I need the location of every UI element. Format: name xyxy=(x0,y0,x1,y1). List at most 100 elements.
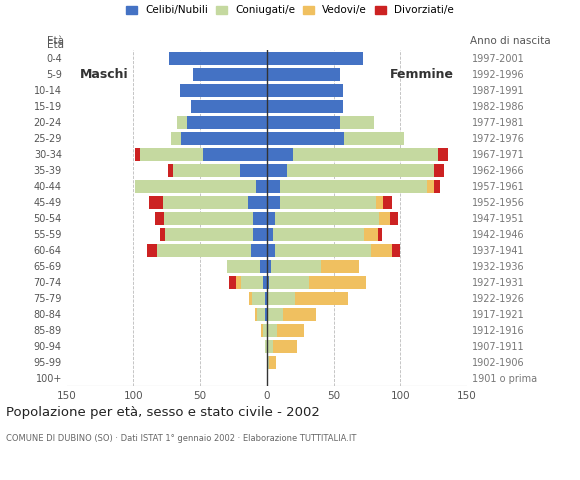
Bar xyxy=(427,180,434,193)
Bar xyxy=(203,148,267,161)
Bar xyxy=(340,116,374,129)
Bar xyxy=(236,276,241,289)
Bar xyxy=(275,243,371,257)
Bar xyxy=(392,243,400,257)
Bar xyxy=(164,212,253,225)
Bar xyxy=(271,260,321,273)
Bar xyxy=(310,276,365,289)
Bar xyxy=(267,132,344,145)
Bar xyxy=(263,324,267,337)
Bar xyxy=(434,164,444,177)
Bar xyxy=(168,164,173,177)
Bar xyxy=(140,148,203,161)
Bar xyxy=(262,324,263,337)
Bar xyxy=(267,324,277,337)
Bar xyxy=(155,212,164,225)
Bar xyxy=(293,148,437,161)
Text: Età: Età xyxy=(47,40,64,50)
Bar xyxy=(230,276,236,289)
Bar xyxy=(191,99,267,113)
Bar xyxy=(266,308,267,321)
Legend: Celibi/Nubili, Coniugati/e, Vedovi/e, Divorziati/e: Celibi/Nubili, Coniugati/e, Vedovi/e, Di… xyxy=(126,5,454,15)
Bar xyxy=(321,260,359,273)
Bar xyxy=(163,196,248,209)
Bar xyxy=(260,260,267,273)
Bar xyxy=(180,84,267,97)
Bar xyxy=(267,148,293,161)
Bar xyxy=(267,356,270,369)
Bar xyxy=(267,308,283,321)
Bar xyxy=(275,212,379,225)
Bar xyxy=(267,228,274,241)
Bar xyxy=(277,324,304,337)
Bar xyxy=(266,339,267,353)
Bar xyxy=(160,228,165,241)
Text: Popolazione per età, sesso e stato civile - 2002: Popolazione per età, sesso e stato civil… xyxy=(6,406,320,419)
Bar xyxy=(157,243,251,257)
Bar xyxy=(227,260,260,273)
Bar xyxy=(267,164,287,177)
Bar xyxy=(378,228,382,241)
Bar xyxy=(283,308,316,321)
Bar xyxy=(267,68,340,81)
Bar xyxy=(280,196,376,209)
Bar xyxy=(263,276,267,289)
Bar xyxy=(171,132,182,145)
Bar xyxy=(256,180,267,193)
Bar xyxy=(182,132,267,145)
Bar xyxy=(241,276,263,289)
Bar xyxy=(371,243,392,257)
Bar xyxy=(255,308,258,321)
Text: Femmine: Femmine xyxy=(390,68,454,81)
Bar xyxy=(169,51,267,65)
Bar xyxy=(267,51,363,65)
Bar xyxy=(165,228,253,241)
Bar xyxy=(280,180,427,193)
Bar xyxy=(266,291,267,305)
Bar xyxy=(173,164,240,177)
Bar xyxy=(253,212,267,225)
Bar xyxy=(267,212,275,225)
Bar xyxy=(267,84,343,97)
Bar xyxy=(194,68,267,81)
Bar xyxy=(274,339,298,353)
Bar xyxy=(147,243,157,257)
Text: Età: Età xyxy=(47,36,64,46)
Bar xyxy=(295,291,348,305)
Bar xyxy=(267,116,340,129)
Bar xyxy=(267,339,274,353)
Bar xyxy=(251,243,267,257)
Bar xyxy=(150,196,163,209)
Bar xyxy=(383,196,392,209)
Bar xyxy=(364,228,378,241)
Bar xyxy=(274,228,364,241)
Bar xyxy=(249,291,252,305)
Bar xyxy=(267,276,270,289)
Bar xyxy=(270,356,276,369)
Bar xyxy=(135,180,256,193)
Text: Maschi: Maschi xyxy=(80,68,129,81)
Bar xyxy=(135,148,140,161)
Bar xyxy=(287,164,434,177)
Bar xyxy=(390,212,397,225)
Bar xyxy=(267,291,268,305)
Bar xyxy=(379,212,390,225)
Bar xyxy=(267,260,271,273)
Bar xyxy=(177,116,187,129)
Bar xyxy=(248,196,267,209)
Bar xyxy=(240,164,267,177)
Bar xyxy=(268,291,295,305)
Bar xyxy=(267,196,280,209)
Bar xyxy=(437,148,448,161)
Bar xyxy=(258,308,266,321)
Bar xyxy=(252,291,266,305)
Bar xyxy=(270,276,310,289)
Bar xyxy=(267,99,343,113)
Bar xyxy=(267,243,275,257)
Bar xyxy=(187,116,267,129)
Bar xyxy=(253,228,267,241)
Bar xyxy=(344,132,404,145)
Bar xyxy=(434,180,440,193)
Text: COMUNE DI DUBINO (SO) · Dati ISTAT 1° gennaio 2002 · Elaborazione TUTTITALIA.IT: COMUNE DI DUBINO (SO) · Dati ISTAT 1° ge… xyxy=(6,434,356,444)
Bar xyxy=(267,180,280,193)
